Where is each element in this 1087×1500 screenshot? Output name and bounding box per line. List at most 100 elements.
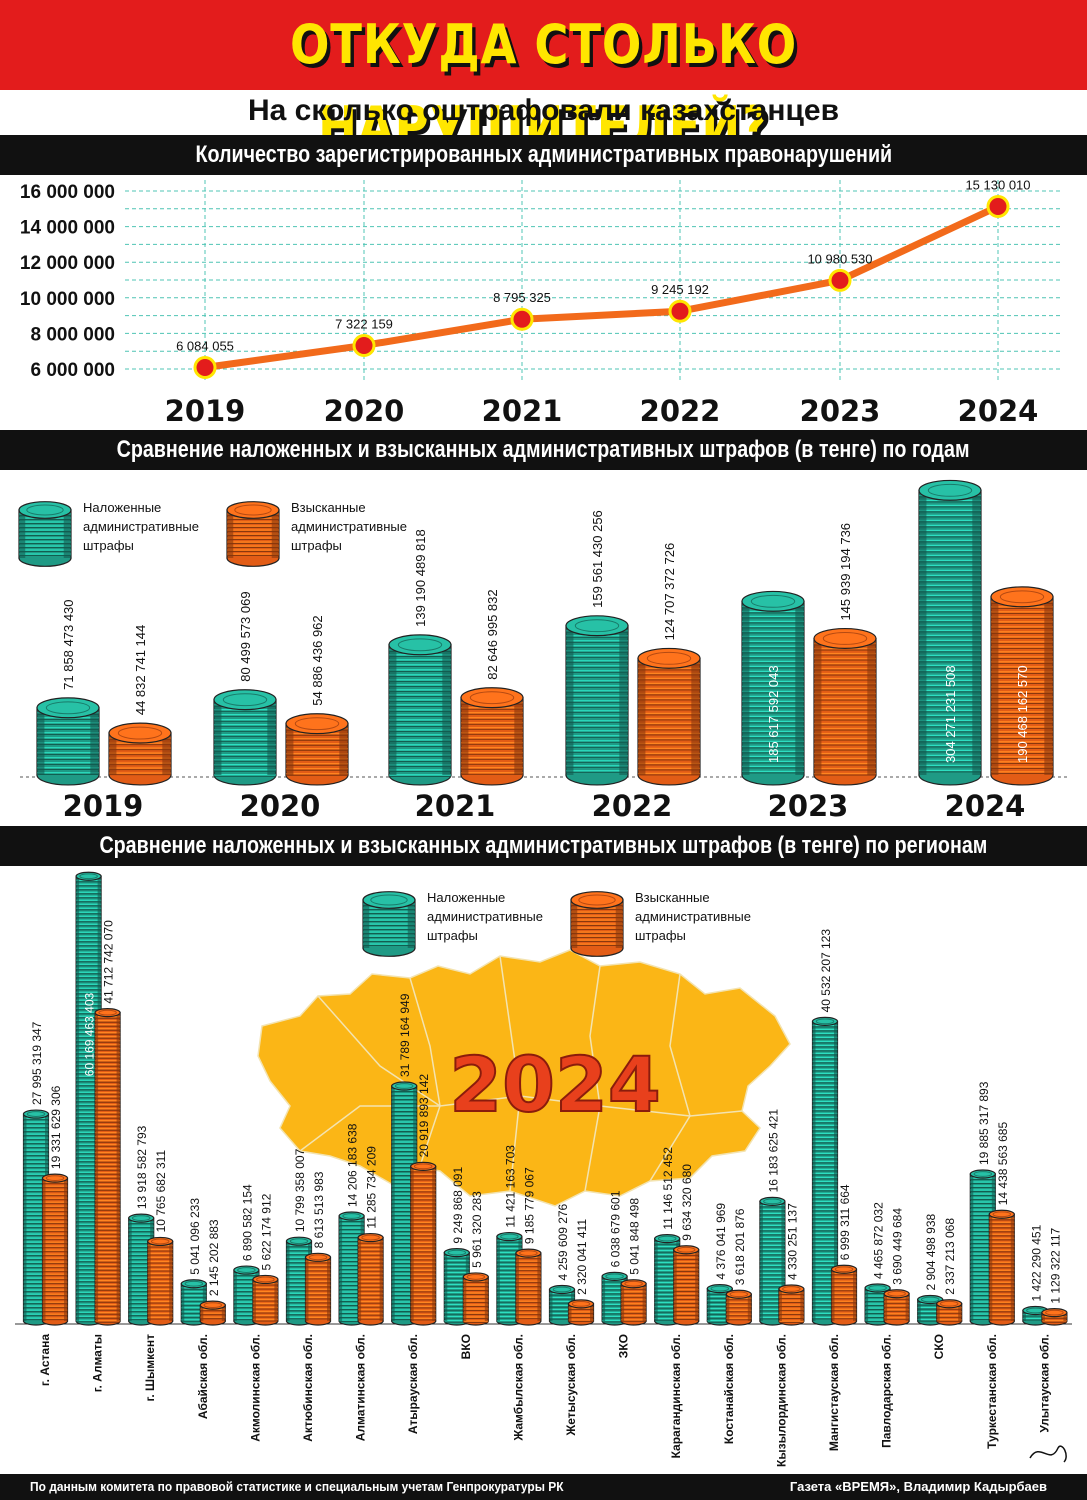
legend-collected-label: административные <box>635 909 751 924</box>
bar-value-label: 6 038 679 601 <box>609 1190 623 1267</box>
region-label: ВКО <box>459 1334 473 1359</box>
bar-imposed <box>213 689 277 786</box>
bar-value-label: 3 690 449 684 <box>891 1208 905 1285</box>
data-point <box>668 299 692 323</box>
y-tick-label: 8 000 000 <box>30 324 115 345</box>
offenses-line-chart: 6 000 000 8 000 000 10 000 000 12 000 000 14… <box>20 177 1060 428</box>
offenses-series-line <box>204 203 1000 371</box>
data-point <box>510 307 534 331</box>
bar-collected <box>94 1008 121 1326</box>
bar-value-label: 9 634 320 680 <box>680 1164 694 1241</box>
map-border <box>499 955 521 1192</box>
legend-collected-label: Взысканные <box>635 890 710 905</box>
section-title-fines-by-year: Сравнение наложенных и взысканных админи… <box>117 436 970 463</box>
bar-collected <box>285 713 349 786</box>
bar-value-label: 82 646 995 832 <box>485 589 500 679</box>
kazakhstan-map <box>257 949 791 1207</box>
bar-collected <box>637 647 701 786</box>
y-tick-label: 10 000 000 <box>20 289 115 310</box>
bar-value-label: 14 438 563 685 <box>996 1122 1010 1206</box>
bar-value-label: 10 799 358 007 <box>293 1148 307 1232</box>
legend-imposed-label: Наложенные <box>83 500 161 515</box>
x-tick-label: 2024 <box>958 394 1039 428</box>
region-label: Карагандинская обл. <box>669 1334 683 1458</box>
y-tick-label: 12 000 000 <box>20 253 115 274</box>
bar-value-label: 3 618 201 876 <box>733 1208 747 1285</box>
x-tick-label: 2023 <box>768 789 849 823</box>
legend-imposed-label: штрафы <box>83 538 134 553</box>
bar-value-label: 40 532 207 123 <box>819 929 833 1013</box>
legend-collected-icon <box>226 501 280 567</box>
footer-bar <box>0 1474 1087 1500</box>
bar-collected <box>830 1264 858 1326</box>
legend-collected-label: Взысканные <box>291 500 366 515</box>
bar-imposed <box>741 590 805 786</box>
map-border <box>317 995 743 1117</box>
region-label: Акмолинская обл. <box>248 1334 262 1442</box>
bar-value-label: 124 707 372 726 <box>662 543 677 641</box>
region-label: Павлодарская обл. <box>880 1334 894 1448</box>
y-tick-label: 14 000 000 <box>20 218 115 239</box>
bar-collected <box>936 1299 963 1326</box>
bar-value-label: 2 145 202 883 <box>207 1219 221 1296</box>
section-header-offenses: Количество зарегистрированных администра… <box>0 135 1087 175</box>
bar-value-label: 190 468 162 570 <box>1015 665 1030 763</box>
region-label: Костанайская обл. <box>722 1334 736 1444</box>
bar-value-label: 44 832 741 144 <box>133 625 148 715</box>
bar-collected <box>778 1284 805 1326</box>
x-tick-label: 2019 <box>165 394 246 428</box>
bar-collected <box>990 586 1054 786</box>
legend-imposed-icon <box>18 501 72 567</box>
bar-value-label: 304 271 231 508 <box>943 665 958 763</box>
bar-value-label: 10 765 682 311 <box>154 1150 168 1233</box>
region-label: Абайская обл. <box>196 1334 210 1419</box>
bar-value-label: 5 041 848 498 <box>628 1198 642 1275</box>
bar-value-label: 19 331 629 306 <box>49 1085 63 1169</box>
x-tick-label: 2024 <box>945 789 1026 823</box>
map-border <box>584 965 601 1192</box>
legend-imposed-label: штрафы <box>427 928 478 943</box>
bar-value-label: 41 712 742 070 <box>102 920 116 1004</box>
region-label: Улытауская обл. <box>1037 1334 1051 1433</box>
bar-value-label: 6 999 311 664 <box>838 1184 852 1260</box>
region-label: Туркестанская обл. <box>985 1334 999 1449</box>
footer-credit: Газета «ВРЕМЯ», Владимир Кадырбаев <box>789 1479 1047 1494</box>
data-label: 15 130 010 <box>965 177 1030 192</box>
bar-collected <box>813 627 877 786</box>
bar-value-label: 60 169 463 403 <box>83 992 97 1076</box>
bar-value-label: 159 561 430 256 <box>590 510 605 608</box>
region-label: Мангистауская обл. <box>827 1334 841 1451</box>
bar-collected <box>357 1232 384 1326</box>
bar-value-label: 9 185 779 067 <box>522 1167 536 1244</box>
y-tick-label: 6 000 000 <box>30 360 115 381</box>
bar-value-label: 19 885 317 893 <box>977 1081 991 1165</box>
bar-value-label: 185 617 592 043 <box>766 665 781 763</box>
bar-value-label: 5 622 174 912 <box>259 1193 273 1270</box>
bar-imposed <box>36 697 100 786</box>
bar-imposed <box>388 634 452 786</box>
bar-imposed <box>391 1081 418 1326</box>
legend-imposed-label: Наложенные <box>427 890 505 905</box>
bar-value-label: 4 465 872 032 <box>872 1202 886 1279</box>
bar-collected <box>567 1299 595 1326</box>
fines-by-year-chart: Наложенные административные штрафы Взысканн… <box>18 479 1070 823</box>
bar-value-label: 13 918 582 793 <box>135 1125 149 1209</box>
region-label: СКО <box>932 1334 946 1359</box>
x-tick-label: 2023 <box>800 394 881 428</box>
bar-value-label: 4 330 251 137 <box>785 1203 799 1280</box>
signature <box>1029 1445 1067 1463</box>
bar-collected <box>883 1289 910 1326</box>
legend-collected-icon <box>570 891 624 957</box>
x-tick-label: 2019 <box>63 789 144 823</box>
bar-value-label: 9 249 868 091 <box>451 1167 465 1244</box>
data-label: 6 084 055 <box>176 339 234 354</box>
map-shape <box>257 949 791 1207</box>
region-label: г. Алматы <box>91 1334 105 1392</box>
bar-value-label: 145 939 194 736 <box>838 523 853 621</box>
legend-imposed-label: административные <box>427 909 543 924</box>
bar-value-label: 139 190 489 818 <box>413 529 428 627</box>
x-tick-label: 2021 <box>482 394 563 428</box>
bar-value-label: 20 919 893 142 <box>417 1074 431 1158</box>
bar-collected <box>1041 1308 1068 1326</box>
legend-collected-label: штрафы <box>291 538 342 553</box>
